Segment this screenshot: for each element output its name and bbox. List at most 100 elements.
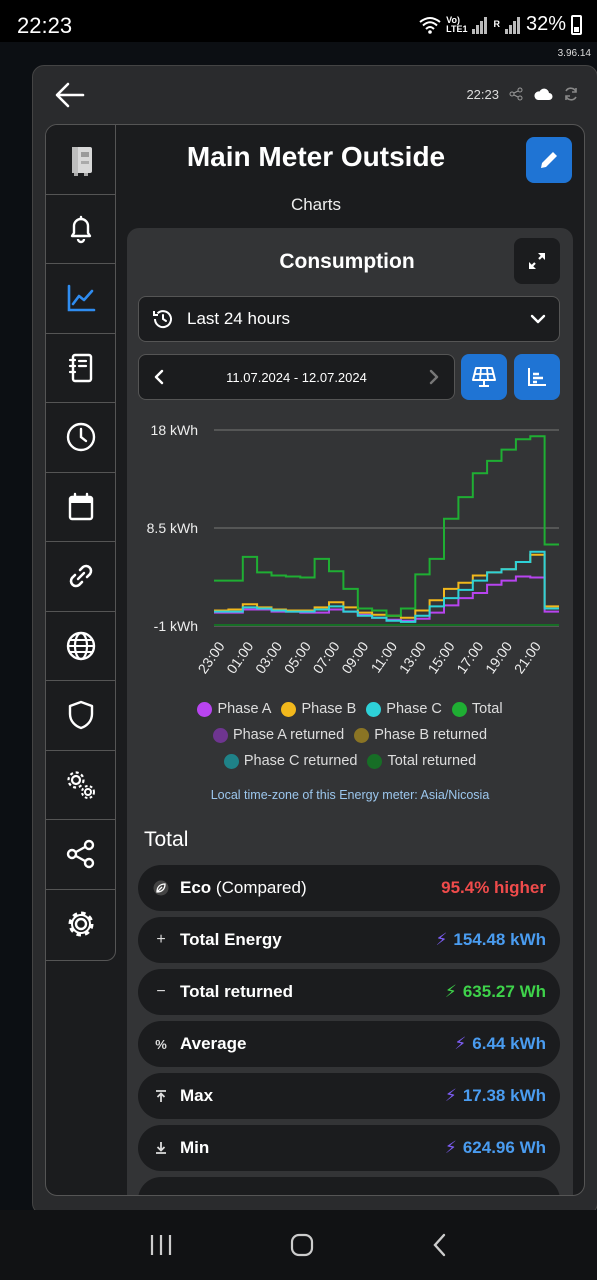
stat-average-value: 6.44 kWh <box>472 1034 546 1053</box>
app-version: 3.96.14 <box>557 48 591 59</box>
expand-button[interactable] <box>514 238 560 284</box>
legend-item[interactable]: Phase C <box>366 701 442 717</box>
time-range-select[interactable]: Last 24 hours <box>138 296 560 342</box>
legend-item[interactable]: Total returned <box>367 753 476 769</box>
gears-icon <box>66 771 95 799</box>
sidebar-item-settings[interactable] <box>46 890 115 960</box>
legend-swatch <box>281 701 297 717</box>
status-time: 22:23 <box>17 13 73 38</box>
signal-icon <box>472 16 488 34</box>
back-button[interactable] <box>53 78 87 112</box>
notebook-icon <box>68 353 92 382</box>
stat-eco-label: Eco <box>180 878 212 897</box>
sidebar-item-charts[interactable] <box>46 264 115 334</box>
expand-icon <box>529 253 545 269</box>
stat-total-energy[interactable]: + Total Energy ⚡ 154.48 kWh <box>138 917 560 963</box>
stat-next-row[interactable] <box>138 1177 560 1195</box>
bolt-icon: ⚡ <box>444 1138 457 1157</box>
minus-icon: − <box>156 983 166 1000</box>
legend-row: Phase A returned Phase B returned <box>127 722 573 748</box>
legend-item[interactable]: Phase B returned <box>354 727 487 743</box>
sidebar-item-schedule[interactable] <box>46 473 115 542</box>
legend-item[interactable]: Total <box>451 701 503 717</box>
y-tick-label: 18 kWh <box>151 422 198 438</box>
recent-apps-icon[interactable] <box>148 1233 174 1257</box>
dialog-time: 22:23 <box>466 86 499 102</box>
date-navigator: 11.07.2024 - 12.07.2024 <box>138 354 455 400</box>
chart-type-button[interactable] <box>514 354 560 400</box>
bell-icon <box>70 215 91 243</box>
sidebar-item-network[interactable] <box>46 612 115 681</box>
legend-swatch <box>197 701 213 717</box>
home-icon[interactable] <box>289 1232 315 1258</box>
bolt-icon: ⚡ <box>454 1034 467 1053</box>
stat-average[interactable]: % Average ⚡ 6.44 kWh <box>138 1021 560 1067</box>
calendar-icon <box>68 492 93 520</box>
x-tick-label: 09:00 <box>338 638 371 676</box>
stat-min-value: 624.96 Wh <box>462 1138 546 1157</box>
roaming-indicator: R <box>493 19 500 29</box>
sidebar-item-logbook[interactable] <box>46 334 115 403</box>
legend-label: Phase A returned <box>232 727 345 743</box>
device-panel: Main Meter Outside Charts Consumption La… <box>45 124 585 1196</box>
legend-swatch <box>451 701 467 717</box>
sidebar-item-advanced[interactable] <box>46 751 115 820</box>
share-small-icon[interactable] <box>509 87 523 101</box>
legend-label: Phase B <box>301 701 357 717</box>
stat-total-returned[interactable]: − Total returned ⚡ 635.27 Wh <box>138 969 560 1015</box>
sidebar-item-share[interactable] <box>46 820 115 890</box>
legend-swatch <box>354 727 370 743</box>
stat-max[interactable]: Max ⚡ 17.38 kWh <box>138 1073 560 1119</box>
refresh-icon[interactable] <box>563 86 579 102</box>
time-range-label: Last 24 hours <box>187 309 291 328</box>
x-tick-label: 01:00 <box>223 638 256 676</box>
x-tick-label: 03:00 <box>252 638 285 676</box>
legend-swatch <box>366 701 382 717</box>
device-title: Main Meter Outside <box>186 141 446 172</box>
sidebar-item-device[interactable] <box>46 125 115 195</box>
arrow-up-bar-icon <box>152 1087 170 1105</box>
edit-button[interactable] <box>526 137 572 183</box>
sidebar-item-history[interactable] <box>46 403 115 473</box>
status-bar: 22:23 Vo) LTE1 R 32% <box>0 0 597 42</box>
chart-legend: Phase A Phase B Phase C Total Phase A return… <box>127 696 573 774</box>
stat-total-returned-label: Total returned <box>180 982 294 1001</box>
signal-icon-2 <box>504 16 521 34</box>
sidebar-item-security[interactable] <box>46 681 115 751</box>
legend-label: Phase C returned <box>243 753 358 769</box>
device-dialog: 22:23 <box>32 65 597 1215</box>
sidebar-item-links[interactable] <box>46 542 115 612</box>
solar-view-button[interactable] <box>461 354 507 400</box>
legend-item[interactable]: Phase A <box>197 701 271 717</box>
legend-label: Total <box>471 701 503 717</box>
legend-item[interactable]: Phase C returned <box>223 753 358 769</box>
legend-item[interactable]: Phase A returned <box>212 727 345 743</box>
stat-average-label: Average <box>180 1034 247 1053</box>
chevron-down-icon <box>530 314 546 324</box>
y-tick-label: -1 kWh <box>154 618 198 634</box>
stat-min[interactable]: Min ⚡ 624.96 Wh <box>138 1125 560 1171</box>
chart-icon <box>67 284 95 312</box>
timezone-note: Local time-zone of this Energy meter: As… <box>210 788 490 802</box>
card-title: Consumption <box>279 250 415 273</box>
status-icons: Vo) LTE1 R 32% <box>419 13 582 36</box>
y-tick-label: 8.5 kWh <box>147 520 198 536</box>
system-back-icon[interactable] <box>430 1232 450 1258</box>
share-icon <box>66 840 94 869</box>
chevron-right-icon[interactable] <box>426 368 442 386</box>
stat-eco-value: 95.4% higher <box>441 878 546 897</box>
x-tick-label: 17:00 <box>453 638 486 676</box>
arrow-down-bar-icon <box>152 1139 170 1157</box>
sidebar-item-notifications[interactable] <box>46 195 115 264</box>
x-tick-label: 19:00 <box>482 638 515 676</box>
chevron-left-icon[interactable] <box>151 368 167 386</box>
legend-swatch <box>367 753 383 769</box>
legend-label: Phase A <box>217 701 272 717</box>
stat-eco[interactable]: Eco (Compared) 95.4% higher <box>138 865 560 911</box>
stat-total-energy-label: Total Energy <box>180 930 282 949</box>
series-line <box>214 550 559 623</box>
link-icon <box>69 564 92 588</box>
battery-percent: 32% <box>525 13 566 35</box>
legend-item[interactable]: Phase B <box>281 701 356 717</box>
legend-row: Phase C returned Total returned <box>127 748 573 774</box>
